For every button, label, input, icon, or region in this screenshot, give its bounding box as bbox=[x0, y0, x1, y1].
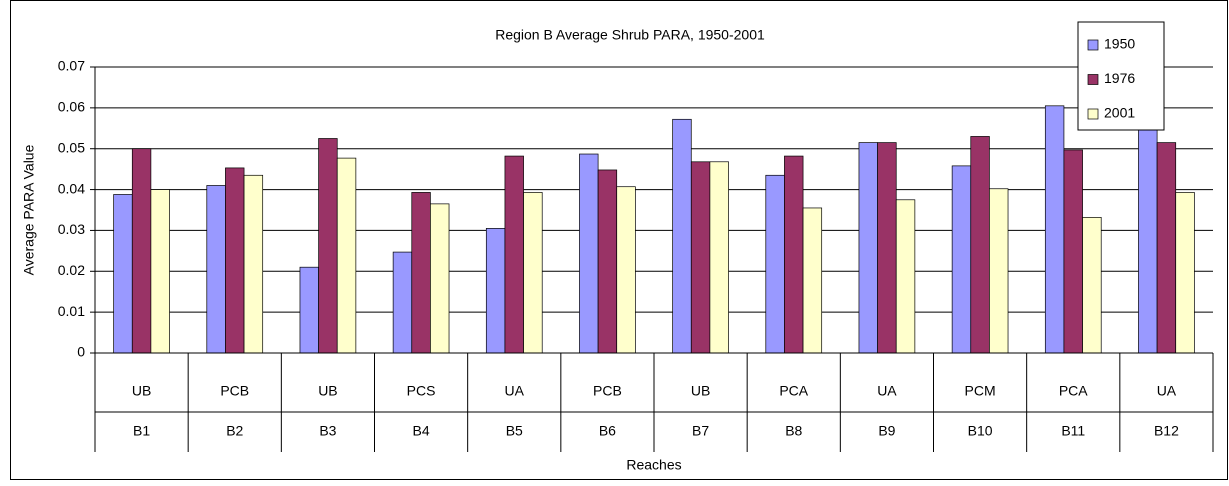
bar bbox=[392, 251, 413, 354]
x-group-label: B6 bbox=[599, 423, 616, 439]
y-tick-label: 0.03 bbox=[58, 221, 85, 237]
y-tick-label: 0.04 bbox=[58, 180, 85, 196]
y-tick-label: 0.07 bbox=[58, 58, 85, 74]
bar bbox=[523, 192, 543, 354]
bar bbox=[206, 185, 226, 354]
legend-label: 1950 bbox=[1104, 36, 1135, 52]
legend-swatch bbox=[1087, 108, 1099, 120]
bar bbox=[113, 194, 133, 354]
bar bbox=[579, 153, 599, 354]
legend-swatch bbox=[1087, 74, 1099, 85]
bar bbox=[243, 174, 264, 354]
bar bbox=[336, 157, 357, 354]
bar bbox=[1082, 217, 1102, 354]
x-tick-label: PCM bbox=[965, 383, 996, 399]
bar bbox=[485, 228, 506, 354]
bar bbox=[1138, 120, 1158, 354]
bar bbox=[989, 188, 1009, 354]
bar bbox=[690, 161, 711, 354]
y-tick-label: 0.06 bbox=[58, 99, 85, 115]
legend-swatch bbox=[1087, 39, 1099, 51]
bar bbox=[895, 199, 916, 354]
bar bbox=[784, 155, 804, 354]
y-tick-label: 0 bbox=[77, 344, 85, 360]
bar bbox=[225, 167, 245, 354]
x-tick-label: UA bbox=[1157, 383, 1177, 399]
bar bbox=[299, 266, 319, 354]
x-tick-label: UA bbox=[505, 383, 525, 399]
bar bbox=[765, 174, 785, 354]
y-axis-title: Average PARA Value bbox=[21, 144, 37, 275]
bar bbox=[1156, 142, 1177, 354]
bar bbox=[970, 136, 990, 354]
chart-title: Region B Average Shrub PARA, 1950-2001 bbox=[495, 27, 765, 43]
x-group-label: B7 bbox=[692, 423, 709, 439]
bar bbox=[877, 142, 897, 354]
x-tick-label: UB bbox=[318, 383, 337, 399]
x-tick-label: UB bbox=[132, 383, 151, 399]
bar bbox=[1063, 149, 1083, 354]
x-group-label: B3 bbox=[319, 423, 336, 439]
x-tick-label: PCA bbox=[1059, 383, 1088, 399]
x-group-label: B8 bbox=[785, 423, 802, 439]
bar bbox=[858, 142, 878, 354]
x-axis-title: Reaches bbox=[626, 457, 681, 473]
x-tick-label: UB bbox=[691, 383, 710, 399]
bar bbox=[150, 189, 170, 354]
bar bbox=[802, 207, 823, 354]
legend-label: 2001 bbox=[1104, 105, 1135, 121]
x-group-label: B11 bbox=[1061, 423, 1085, 439]
bar bbox=[430, 203, 450, 354]
bar bbox=[709, 161, 729, 354]
bar bbox=[616, 186, 636, 354]
x-group-label: B12 bbox=[1154, 423, 1179, 439]
bar bbox=[411, 192, 431, 354]
y-tick-label: 0.01 bbox=[58, 303, 85, 319]
bar bbox=[597, 169, 618, 354]
bar bbox=[672, 118, 692, 354]
x-tick-label: UA bbox=[877, 383, 897, 399]
x-tick-label: PCB bbox=[220, 383, 249, 399]
x-group-label: B4 bbox=[413, 423, 430, 439]
bar bbox=[1175, 192, 1195, 354]
y-tick-label: 0.05 bbox=[58, 139, 85, 155]
bar bbox=[1044, 105, 1065, 354]
x-group-label: B10 bbox=[968, 423, 993, 439]
bar bbox=[504, 155, 524, 354]
x-group-label: B9 bbox=[878, 423, 895, 439]
x-tick-label: PCS bbox=[407, 383, 436, 399]
bar bbox=[131, 148, 152, 354]
y-tick-label: 0.02 bbox=[58, 262, 85, 278]
bar bbox=[951, 165, 972, 354]
x-group-label: B5 bbox=[506, 423, 523, 439]
x-tick-label: PCB bbox=[593, 383, 622, 399]
bar bbox=[318, 138, 338, 354]
x-tick-label: PCA bbox=[779, 383, 808, 399]
legend-label: 1976 bbox=[1104, 70, 1135, 86]
x-group-label: B1 bbox=[133, 423, 150, 439]
x-group-label: B2 bbox=[226, 423, 243, 439]
